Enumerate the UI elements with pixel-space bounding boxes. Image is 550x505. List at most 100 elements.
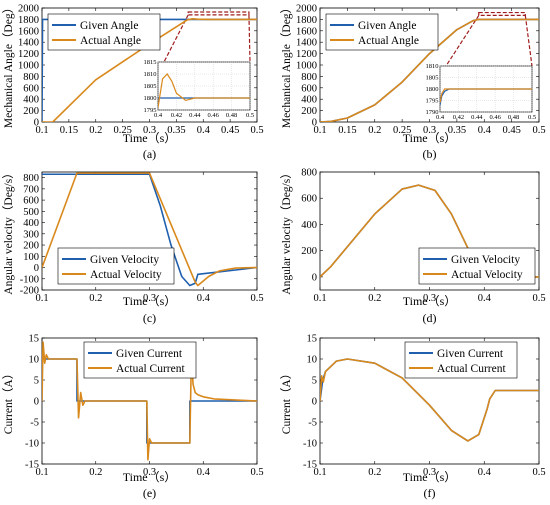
y-tick-label: 600 <box>301 83 317 94</box>
x-tick-label: 0.5 <box>532 293 545 304</box>
inset-x-tick-label: 0.46 <box>208 112 220 119</box>
y-tick-label: -15 <box>25 460 39 471</box>
y-tick-label: 0 <box>312 272 317 283</box>
x-tick-label: 0.25 <box>113 125 131 136</box>
inset-x-tick-label: 0.5 <box>528 114 536 121</box>
chart-c: 0.1 0.2 0.3 0.4 0.5 -200-10001002003004005006… <box>2 167 264 325</box>
x-tick-label: 0.3 <box>143 467 156 478</box>
zoom-connector <box>445 15 480 67</box>
y-tick-label: 0 <box>312 397 317 408</box>
x-tick-label: 0.3 <box>423 125 436 136</box>
x-tick-label: 0.2 <box>89 293 102 304</box>
x-tick-label: 0.5 <box>250 467 263 478</box>
series-line-2 <box>42 18 257 122</box>
inset-x-tick-label: 0.44 <box>471 114 483 121</box>
y-tick-label: 100 <box>23 252 39 263</box>
inset-x-tick-label: 0.4 <box>154 112 163 119</box>
x-tick-label: 0.15 <box>338 125 356 136</box>
y-axis-label: Angular velocity（Deg/s） <box>280 167 293 294</box>
y-tick-label: 0 <box>34 397 39 408</box>
y-tick-label: 5 <box>34 376 39 387</box>
y-tick-label: 1600 <box>18 26 39 37</box>
x-tick-label: 0.1 <box>313 125 326 136</box>
legend-box <box>325 13 439 51</box>
y-tick-label: 400 <box>23 218 39 229</box>
y-tick-label: 5 <box>312 376 317 387</box>
inset-x-tick-label: 0.4 <box>436 114 445 121</box>
x-tick-label: 0.15 <box>60 125 78 136</box>
legend: Given Velocity Actual Velocity <box>57 247 175 285</box>
y-tick-label: 15 <box>307 334 318 345</box>
y-tick-label: 800 <box>301 168 317 179</box>
inset-y-tick-label: 1810 <box>426 63 439 70</box>
x-tick-label: 0.2 <box>368 125 381 136</box>
series-line-2 <box>42 172 257 287</box>
x-tick-label: 0.1 <box>313 467 326 478</box>
inset-y-tick-label: 1795 <box>426 98 439 105</box>
y-tick-label: 200 <box>301 106 317 117</box>
y-tick-label: 600 <box>301 194 317 205</box>
series-line-1 <box>42 173 257 287</box>
y-tick-label: 400 <box>23 95 39 106</box>
y-tick-label: -5 <box>308 418 317 429</box>
inset-x-tick-label: 0.44 <box>189 112 201 119</box>
x-tick-label: 0.5 <box>532 467 545 478</box>
x-tick-label: 0.2 <box>368 293 381 304</box>
inset-series-line-2 <box>440 88 532 103</box>
y-tick-label: -100 <box>20 274 39 285</box>
y-tick-label: 600 <box>23 83 39 94</box>
y-tick-label: -200 <box>20 286 39 297</box>
y-tick-label: 0 <box>312 118 317 129</box>
inset-x-tick-label: 0.42 <box>171 112 182 119</box>
x-tick-label: 0.1 <box>35 467 48 478</box>
y-tick-label: 500 <box>23 207 39 218</box>
inset-x-tick-label: 0.46 <box>490 114 502 121</box>
x-axis-label: Time（s） <box>123 470 177 484</box>
x-axis-label: Time（s） <box>403 470 457 484</box>
panel-caption: (d) <box>423 311 437 325</box>
x-tick-label: 0.3 <box>423 467 436 478</box>
legend-label: Actual Current <box>437 363 506 375</box>
series-line-2 <box>42 341 257 461</box>
x-tick-label: 0.1 <box>313 293 326 304</box>
zoom-connector <box>248 14 251 63</box>
legend-label: Actual Velocity <box>90 269 162 281</box>
x-tick-label: 0.2 <box>368 467 381 478</box>
series-line-2 <box>320 358 539 442</box>
inset-x-tick-label: 0.42 <box>453 114 464 121</box>
x-tick-label: 0.4 <box>478 125 492 136</box>
legend: Given Angle Actual Angle <box>325 13 439 51</box>
legend-box <box>404 341 518 379</box>
x-tick-label: 0.5 <box>250 293 263 304</box>
y-tick-label: 1200 <box>296 49 317 60</box>
x-tick-label: 0.3 <box>423 293 436 304</box>
y-axis-label: Current（A） <box>2 368 15 434</box>
x-tick-label: 0.45 <box>502 125 520 136</box>
inset-b: 0.4 0.42 0.44 0.46 0.48 0.5 1790 1795 1800 1805 18… <box>426 63 537 121</box>
legend-label: Given Velocity <box>90 254 159 266</box>
x-tick-label: 0.4 <box>478 467 492 478</box>
x-tick-label: 0.1 <box>35 293 48 304</box>
chart-e: 0.1 0.2 0.3 0.4 0.5 -15 -10 -5 0 5 10 15 Given Curre… <box>2 334 264 501</box>
legend-label: Given Velocity <box>451 254 520 266</box>
y-tick-label: 400 <box>301 220 317 231</box>
legend: Given Current Actual Current <box>404 341 518 379</box>
x-tick-label: 0.2 <box>89 125 102 136</box>
panel-caption: (b) <box>423 147 437 161</box>
legend-box <box>47 13 161 51</box>
x-tick-label: 0.2 <box>89 467 102 478</box>
x-tick-label: 0.5 <box>532 125 545 136</box>
y-tick-label: 800 <box>23 173 39 184</box>
legend: Given Velocity Actual Velocity <box>418 247 536 285</box>
legend: Given Current Actual Current <box>83 341 197 379</box>
y-tick-label: 200 <box>301 246 317 257</box>
x-tick-label: 0.45 <box>221 125 239 136</box>
inset-a: 0.4 0.42 0.44 0.46 0.48 0.5 1795 1800 1805 1810 18… <box>144 59 255 119</box>
inset-y-tick-label: 1800 <box>144 95 157 102</box>
y-tick-label: 1000 <box>18 61 39 72</box>
legend-label: Given Current <box>116 348 183 360</box>
inset-x-tick-label: 0.48 <box>508 114 519 121</box>
legend-label: Given Angle <box>80 20 138 32</box>
x-tick-label: 0.4 <box>478 293 492 304</box>
